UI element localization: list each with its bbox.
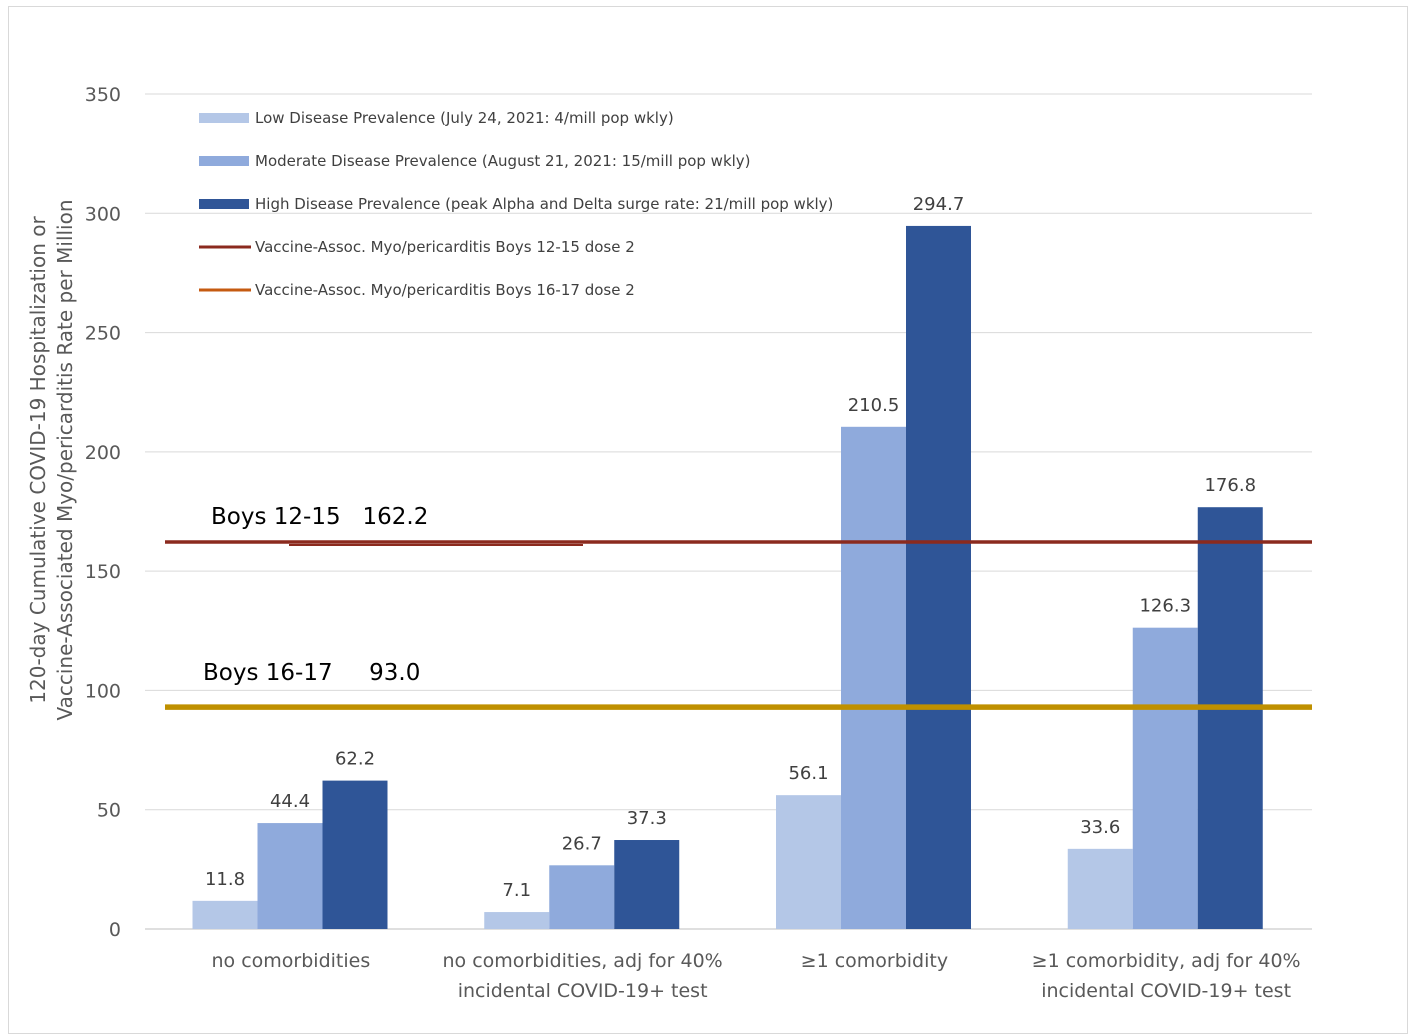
data-label: 44.4: [270, 791, 310, 812]
y-axis-label: 120-day Cumulative COVID-19 Hospitalizat…: [26, 199, 77, 720]
y-tick-label: 300: [85, 203, 121, 225]
data-label: 26.7: [562, 833, 602, 854]
y-axis-label-line-2: Vaccine-Associated Myo/pericarditis Rate…: [53, 199, 77, 720]
y-tick-label: 350: [85, 84, 121, 106]
data-label: 11.8: [205, 869, 245, 890]
data-label: 33.6: [1080, 817, 1120, 838]
category-label: ≥1 comorbidity, adj for 40%: [1032, 950, 1301, 972]
y-tick-label: 100: [85, 680, 121, 702]
bar: [776, 795, 841, 929]
bar: [322, 780, 388, 929]
legend-label: High Disease Prevalence (peak Alpha and …: [255, 195, 833, 213]
legend-label: Moderate Disease Prevalence (August 21, …: [255, 152, 751, 170]
data-label: 7.1: [502, 880, 531, 901]
y-axis-ticks: 0 50 100 150 200 250 300 350: [85, 84, 121, 941]
data-label: 294.7: [913, 194, 965, 215]
data-label: 62.2: [335, 749, 375, 770]
bar: [484, 912, 550, 929]
y-tick-label: 250: [85, 323, 121, 345]
reference-line-annotation: Boys 16-17 93.0: [203, 660, 420, 686]
x-axis-categories: no comorbidities no comorbidities, adj fo…: [212, 950, 1301, 1002]
y-tick-label: 0: [109, 919, 121, 941]
reference-line-annotation: Boys 12-15 162.2: [211, 504, 428, 530]
legend-swatch: [199, 156, 249, 166]
category-label: ≥1 comorbidity: [801, 950, 948, 972]
category-label: incidental COVID-19+ test: [458, 980, 708, 1002]
reference-lines: Boys 12-15 162.2 Boys 16-17 93.0: [165, 504, 1312, 710]
data-label: 176.8: [1204, 475, 1256, 496]
y-axis-label-line-1: 120-day Cumulative COVID-19 Hospitalizat…: [26, 216, 50, 704]
y-tick-label: 200: [85, 442, 121, 464]
legend-swatch: [199, 113, 249, 123]
data-label: 56.1: [788, 763, 828, 784]
category-label: no comorbidities: [212, 950, 371, 972]
legend-swatch: [199, 199, 249, 209]
bar: [906, 225, 971, 929]
category-label: incidental COVID-19+ test: [1041, 980, 1291, 1002]
bar: [192, 900, 258, 929]
data-label: 126.3: [1139, 596, 1191, 617]
bar: [614, 840, 680, 929]
bar: [841, 426, 906, 929]
data-label: 210.5: [848, 395, 900, 416]
legend: Low Disease Prevalence (July 24, 2021: 4…: [199, 109, 833, 299]
bar: [1132, 627, 1198, 929]
bar: [1067, 848, 1133, 929]
data-labels: 11.8 44.4 62.2 7.1 26.7 37.3 56.1 210.5 294.7 33.…: [205, 194, 1256, 901]
y-tick-label: 150: [85, 561, 121, 583]
bar: [549, 865, 615, 929]
legend-label: Vaccine-Assoc. Myo/pericarditis Boys 12-…: [255, 238, 635, 256]
bar: [1197, 507, 1263, 929]
bar: [257, 823, 323, 929]
legend-label: Vaccine-Assoc. Myo/pericarditis Boys 16-…: [255, 281, 635, 299]
data-label: 37.3: [627, 808, 667, 829]
bars: [192, 225, 1263, 929]
y-tick-label: 50: [97, 800, 121, 822]
category-label: no comorbidities, adj for 40%: [443, 950, 723, 972]
legend-label: Low Disease Prevalence (July 24, 2021: 4…: [255, 109, 674, 127]
